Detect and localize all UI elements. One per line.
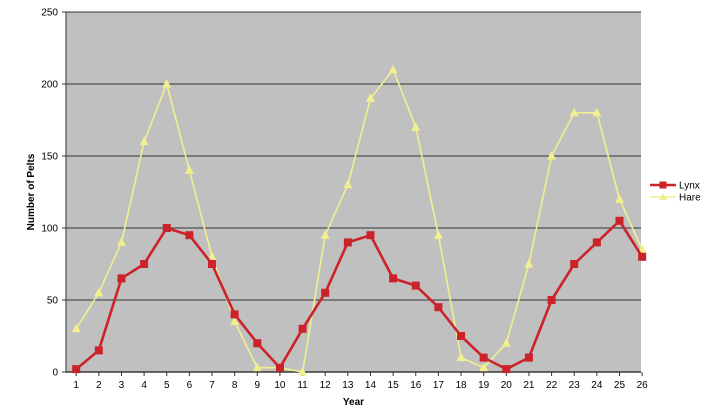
data-point — [252, 362, 262, 372]
x-tick-label: 10 — [274, 380, 286, 391]
data-point — [524, 353, 533, 362]
data-point — [615, 216, 624, 225]
y-tick-label: 250 — [41, 8, 58, 19]
data-point — [321, 288, 330, 297]
x-tick-label: 16 — [410, 380, 422, 391]
series-lynx — [72, 216, 647, 374]
legend-label: Lynx — [679, 181, 700, 192]
data-point — [230, 310, 239, 319]
data-point — [116, 237, 126, 246]
x-tick-label: 4 — [141, 380, 147, 391]
data-point — [298, 324, 307, 333]
x-tick-label: 6 — [187, 380, 193, 391]
x-tick-label: 19 — [478, 380, 490, 391]
y-axis-title: Number of Pelts — [26, 153, 37, 230]
data-point — [208, 260, 217, 268]
data-point — [434, 303, 443, 312]
data-point — [162, 79, 172, 88]
legend-marker — [659, 181, 667, 189]
data-point — [411, 281, 420, 290]
data-point — [117, 274, 126, 283]
data-point — [230, 316, 240, 326]
x-tick-label: 14 — [365, 380, 377, 391]
x-tick-label: 20 — [501, 380, 513, 391]
y-tick-label: 50 — [47, 296, 59, 307]
y-tick-label: 150 — [41, 152, 58, 163]
x-tick-label: 15 — [388, 380, 400, 391]
data-point — [366, 231, 375, 240]
data-point — [139, 136, 149, 146]
data-point — [547, 151, 557, 160]
data-point — [320, 230, 330, 239]
x-tick-label: 12 — [320, 380, 332, 391]
data-point — [592, 238, 601, 247]
x-tick-label: 18 — [455, 380, 467, 391]
data-point — [275, 363, 284, 372]
x-tick-label: 8 — [232, 380, 238, 391]
gridlines — [62, 11, 641, 373]
y-tick-labels: 0 50 100 150 200 250 — [41, 8, 58, 379]
x-tick-label: 1 — [73, 380, 79, 391]
legend-marker — [659, 193, 667, 200]
x-tick-label: 22 — [546, 380, 558, 391]
data-point — [71, 323, 81, 333]
data-point — [207, 251, 217, 261]
x-tick-label: 17 — [433, 380, 445, 391]
data-point — [569, 107, 579, 117]
x-tick-label: 26 — [637, 380, 649, 391]
data-point — [479, 362, 489, 372]
data-point — [524, 259, 534, 268]
data-point — [614, 194, 624, 203]
data-point — [185, 231, 194, 240]
x-tick-labels: 1 2 3 4 5 6 7 8 9 10 11 12 13 14 15 16 17 18 19 20 21 22 23 24 2… — [73, 372, 648, 391]
data-point — [456, 352, 466, 362]
series-layer — [71, 64, 647, 376]
x-tick-label: 3 — [119, 380, 125, 391]
data-point — [570, 260, 579, 268]
data-point — [253, 339, 262, 348]
plot-area — [66, 12, 641, 372]
data-point — [411, 122, 421, 131]
legend-item-lynx: Lynx — [650, 181, 700, 192]
data-point — [592, 107, 602, 117]
data-point — [162, 224, 171, 232]
x-tick-label: 2 — [96, 380, 102, 391]
y-tick-label: 100 — [41, 224, 58, 235]
x-tick-label: 25 — [614, 380, 626, 391]
legend-item-hare: Hare — [650, 193, 701, 204]
data-point — [94, 346, 103, 355]
data-point — [389, 274, 398, 283]
data-point — [94, 287, 104, 297]
x-tick-label: 21 — [523, 380, 535, 391]
x-tick-label: 23 — [569, 380, 581, 391]
data-point — [140, 260, 149, 268]
data-point — [72, 365, 81, 374]
data-point — [184, 165, 194, 174]
x-tick-label: 5 — [164, 380, 170, 391]
data-point — [365, 93, 375, 102]
y-tick-label: 0 — [52, 368, 58, 379]
data-point — [501, 338, 511, 347]
data-point — [547, 296, 556, 304]
data-point — [388, 64, 398, 74]
data-point — [638, 252, 647, 261]
x-tick-label: 11 — [297, 380, 308, 391]
data-point — [457, 332, 466, 340]
data-point — [502, 365, 511, 374]
data-point — [343, 179, 353, 189]
y-tick-label: 200 — [41, 80, 58, 91]
x-tick-label: 7 — [209, 380, 215, 391]
x-tick-label: 13 — [342, 380, 354, 391]
data-point — [343, 238, 352, 247]
x-tick-label: 9 — [255, 380, 261, 391]
data-point — [298, 367, 308, 376]
series-line-hare — [75, 68, 643, 373]
data-point — [433, 230, 443, 239]
x-tick-label: 24 — [591, 380, 603, 391]
data-point — [479, 353, 488, 362]
x-axis-title: Year — [343, 397, 364, 408]
legend-label: Hare — [679, 193, 701, 204]
